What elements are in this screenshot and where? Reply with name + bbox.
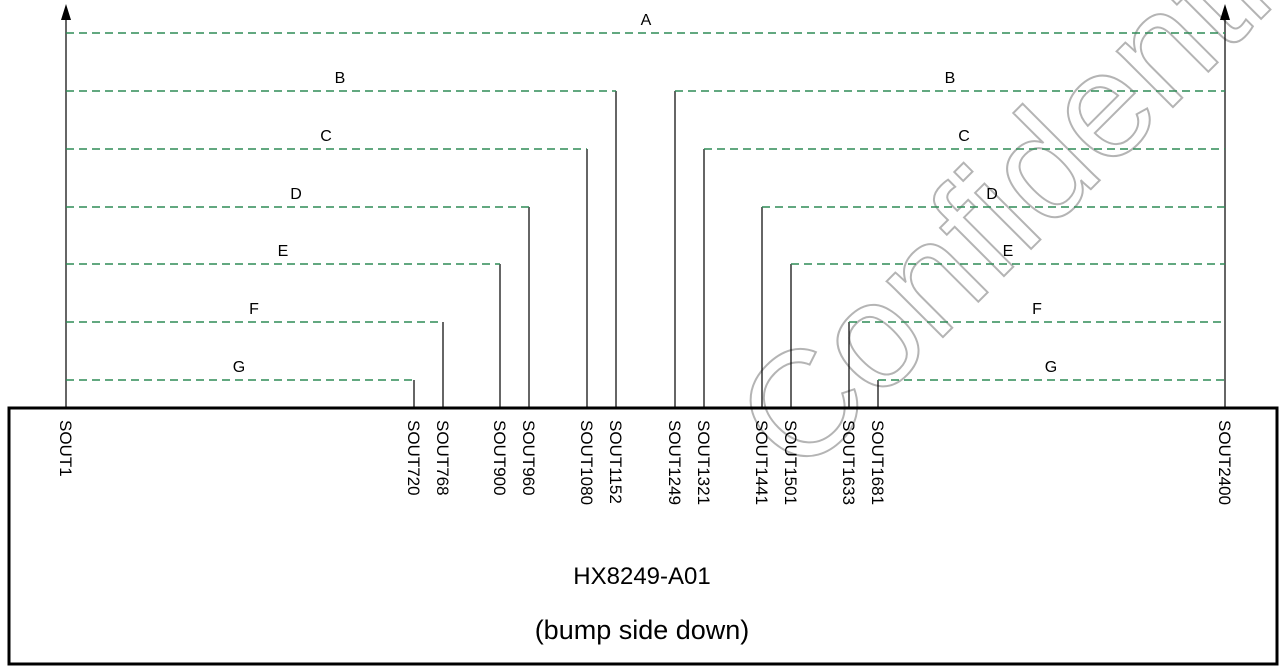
pin-label-sout960: SOUT960 xyxy=(519,420,538,496)
group-label-right-g: G xyxy=(1045,359,1057,376)
group-label-right-c: C xyxy=(958,128,970,145)
group-label-left-g: G xyxy=(233,359,245,376)
group-label-right-d: D xyxy=(986,186,998,203)
pin-label-sout1681: SOUT1681 xyxy=(868,420,887,505)
group-label-left-e: E xyxy=(278,243,289,260)
pin-label-sout1080: SOUT1080 xyxy=(577,420,596,505)
chip-name: HX8249-A01 xyxy=(573,563,711,590)
pin-label-sout1: SOUT1 xyxy=(56,420,75,477)
group-labels: A B B C C D D E E F F G G xyxy=(233,12,1057,376)
pin-label-sout1441: SOUT1441 xyxy=(752,420,771,505)
pin-label-sout1152: SOUT1152 xyxy=(606,420,625,504)
group-label-right-b: B xyxy=(945,70,956,87)
group-label-left-d: D xyxy=(290,186,302,203)
traces xyxy=(65,12,1226,408)
pin-label-sout900: SOUT900 xyxy=(490,420,509,496)
pin-label-sout1633: SOUT1633 xyxy=(839,420,858,505)
pin-label-sout2400: SOUT2400 xyxy=(1215,420,1234,505)
chip-note: (bump side down) xyxy=(534,615,750,645)
group-label-left-b: B xyxy=(335,70,346,87)
pin-labels: SOUT1 SOUT720 SOUT768 SOUT900 SOUT960 SOUT108… xyxy=(56,420,1234,505)
pin-label-sout1249: SOUT1249 xyxy=(665,420,684,505)
chip-outline xyxy=(7,406,1279,666)
pin-label-sout768: SOUT768 xyxy=(433,420,452,496)
pin-label-sout720: SOUT720 xyxy=(404,420,423,496)
group-label-left-f: F xyxy=(249,301,259,318)
pin-label-sout1321: SOUT1321 xyxy=(694,420,713,505)
group-label-right-f: F xyxy=(1032,301,1042,318)
group-label-left-a: A xyxy=(641,12,652,29)
group-label-left-c: C xyxy=(320,128,332,145)
group-label-right-e: E xyxy=(1003,243,1014,260)
pin-label-sout1501: SOUT1501 xyxy=(781,420,800,505)
